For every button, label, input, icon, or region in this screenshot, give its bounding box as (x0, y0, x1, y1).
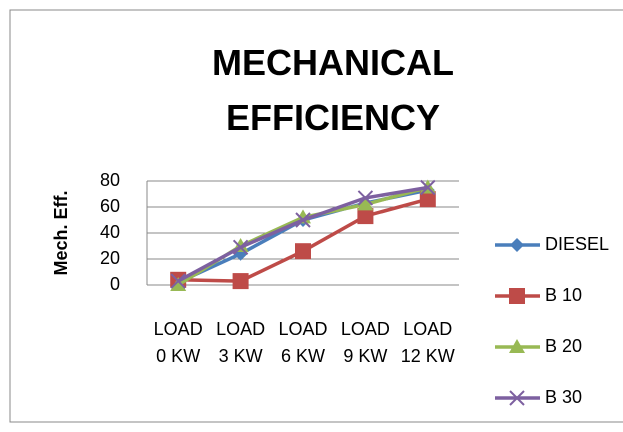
y-axis-label: Mech. Eff. (51, 190, 71, 275)
chart-title: MECHANICAL EFFICIENCY (212, 42, 454, 138)
y-tick-label: 80 (100, 170, 120, 190)
legend-label: B 10 (545, 285, 582, 305)
y-tick-label: 0 (110, 274, 120, 294)
marker (232, 239, 249, 256)
marker (510, 238, 524, 252)
x-tick-label: LOAD 9 KW (340, 319, 390, 366)
x-tick-label: LOAD 3 KW (216, 319, 266, 366)
marker (419, 191, 436, 208)
marker (357, 208, 374, 225)
marker (357, 190, 374, 206)
marker (509, 288, 525, 304)
marker (509, 339, 525, 353)
marker (420, 179, 436, 196)
y-tick-label: 20 (100, 248, 120, 268)
marker (170, 277, 187, 291)
y-tick-label: 60 (100, 196, 120, 216)
marker (295, 212, 311, 228)
legend-label: B 20 (545, 336, 582, 356)
x-tick-label: LOAD 12 KW (400, 319, 455, 366)
marker (170, 273, 186, 289)
marker (295, 243, 311, 260)
marker (357, 196, 374, 211)
y-tick-label: 40 (100, 222, 120, 242)
legend-label: B 30 (545, 387, 582, 407)
x-tick-label: LOAD 0 KW (153, 319, 203, 366)
marker (232, 273, 249, 290)
legend-label: DIESEL (545, 234, 609, 254)
marker (509, 390, 525, 406)
x-tick-label: LOAD 6 KW (278, 319, 328, 366)
